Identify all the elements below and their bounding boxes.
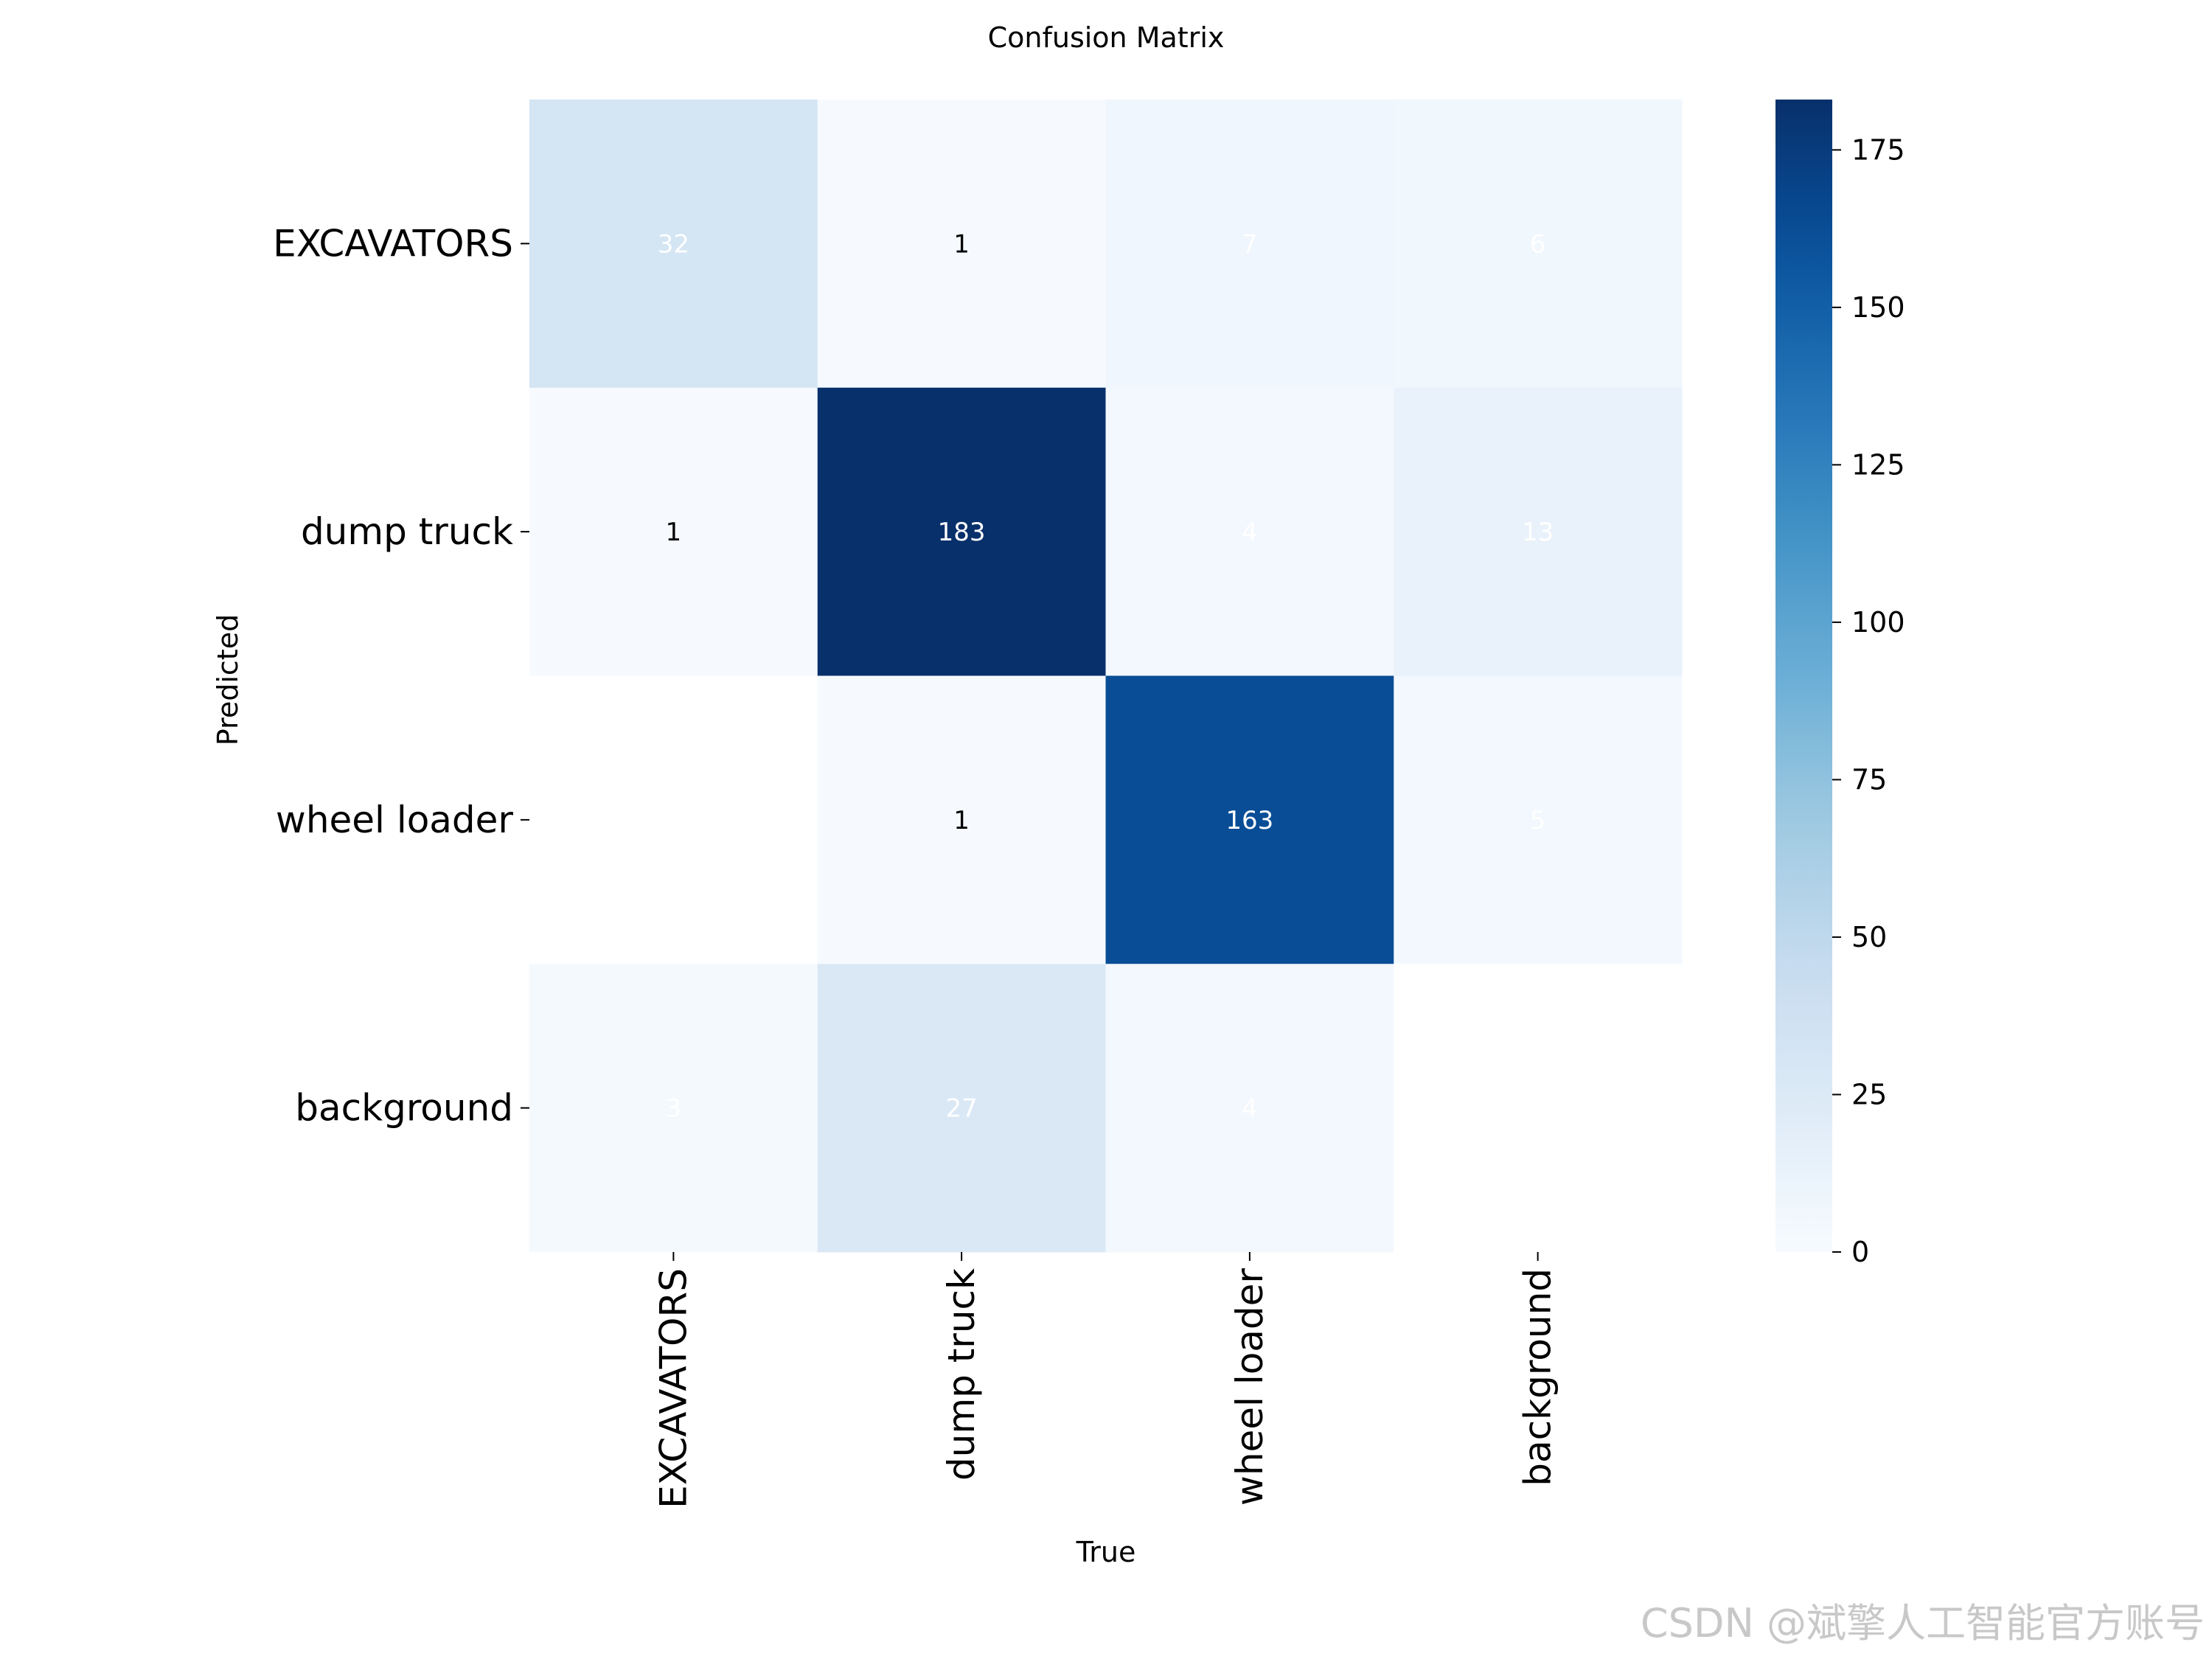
heatmap-cell (529, 100, 818, 389)
chart-title: Confusion Matrix (988, 21, 1225, 54)
heatmap-cell (1105, 100, 1394, 389)
y-tick-label: EXCAVATORS (273, 222, 513, 265)
heatmap-cell (529, 387, 818, 676)
y-tick-label: background (295, 1087, 513, 1130)
y-axis-label: Predicted (212, 614, 244, 745)
x-axis-label: True (1076, 1536, 1136, 1568)
colorbar-tick-label: 75 (1851, 763, 1887, 796)
heatmap-cell (1105, 964, 1394, 1253)
colorbar-ticks: 0 25 50 75 100 125 150 175 (1832, 133, 1905, 1268)
colorbar-tick-label: 175 (1851, 133, 1905, 166)
cell-value-label: 1 (953, 229, 970, 259)
y-axis-ticks: EXCAVATORS dump truck wheel loader backgrou… (273, 222, 529, 1130)
cell-value-label: 3 (666, 1094, 682, 1124)
colorbar-tick-label: 0 (1851, 1236, 1869, 1268)
heatmap-cell (529, 964, 818, 1253)
cell-value-label: 163 (1225, 806, 1273, 835)
heatmap-cell-labels: 32 1 7 6 1 183 4 13 1 163 5 3 27 4 (658, 229, 1554, 1123)
heatmap-cell (1105, 675, 1394, 964)
heatmap-cell (1394, 387, 1683, 676)
cell-value-label: 7 (1242, 229, 1258, 259)
cell-value-label: 4 (1242, 518, 1258, 547)
heatmap-cell (1394, 675, 1683, 964)
cell-value-label: 6 (1530, 229, 1546, 259)
x-tick-label: wheel loader (1228, 1268, 1271, 1506)
cell-value-label: 5 (1530, 806, 1546, 835)
heatmap-cell (817, 387, 1106, 676)
watermark: CSDN @斌擎人工智能官方账号 (1641, 1600, 2205, 1646)
heatmap-cell (817, 100, 1106, 389)
heatmap-cell (1105, 387, 1394, 676)
cell-value-label: 183 (938, 518, 986, 547)
heatmap-cell (529, 675, 818, 964)
cell-value-label: 32 (658, 229, 689, 259)
x-axis-ticks: EXCAVATORS dump truck wheel loader backgrou… (652, 1252, 1559, 1509)
cell-value-label: 1 (666, 518, 682, 547)
colorbar-tick-label: 50 (1851, 921, 1887, 953)
x-tick-label: dump truck (940, 1268, 983, 1481)
heatmap-cells (529, 100, 1683, 1253)
y-tick-label: dump truck (301, 510, 513, 553)
colorbar-tick-label: 100 (1851, 606, 1905, 639)
y-tick-label: wheel loader (276, 799, 514, 841)
colorbar-tick-label: 150 (1851, 291, 1905, 324)
cell-value-label: 1 (953, 806, 970, 835)
x-tick-label: background (1517, 1268, 1559, 1486)
heatmap-cell (1394, 964, 1683, 1253)
cell-value-label: 27 (945, 1094, 977, 1124)
cell-value-label: 13 (1522, 518, 1554, 547)
cell-value-label: 4 (1242, 1094, 1258, 1124)
x-tick-label: EXCAVATORS (652, 1268, 695, 1509)
heatmap-cell (817, 675, 1106, 964)
colorbar-tick-label: 25 (1851, 1078, 1887, 1110)
heatmap-cell (1394, 100, 1683, 389)
colorbar (1775, 100, 1832, 1252)
heatmap-cell (817, 964, 1106, 1253)
colorbar-tick-label: 125 (1851, 448, 1905, 481)
